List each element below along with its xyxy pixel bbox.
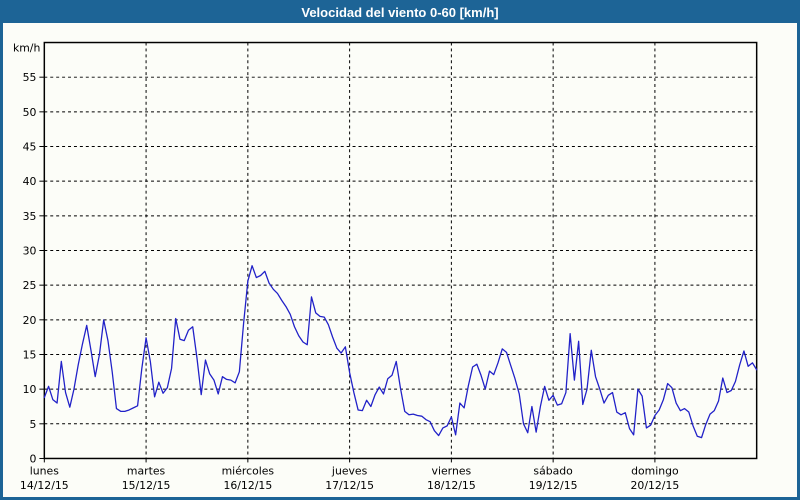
svg-text:20: 20	[23, 314, 37, 327]
svg-text:30: 30	[23, 244, 37, 257]
grid-lines	[44, 42, 757, 459]
axis-ticks	[39, 76, 656, 463]
day-date-label: 18/12/15	[427, 479, 476, 492]
y-axis-unit-label: km/h	[13, 41, 40, 54]
svg-text:55: 55	[23, 71, 37, 84]
day-name-label: viernes	[432, 464, 472, 477]
day-name-label: lunes	[30, 464, 59, 477]
day-date-label: 15/12/15	[122, 479, 171, 492]
svg-text:0: 0	[29, 452, 36, 465]
x-axis-labels: lunes 14/12/15 martes 15/12/15 miércoles 16/1…	[20, 464, 679, 492]
wind-speed-chart: 0 5 10 15 20 25 30 35 40 45 50 55 km/h lunes 14/12/15 m…	[13, 41, 758, 492]
day-date-label: 16/12/15	[223, 479, 272, 492]
day-date-label: 20/12/15	[631, 479, 680, 492]
day-name-label: domingo	[631, 464, 679, 477]
svg-text:10: 10	[23, 383, 37, 396]
svg-text:50: 50	[23, 106, 37, 119]
day-date-label: 19/12/15	[529, 479, 578, 492]
day-date-label: 17/12/15	[325, 479, 374, 492]
wind-speed-line	[43, 265, 758, 439]
svg-text:40: 40	[23, 175, 37, 188]
chart-title-bar: Velocidad del viento 0-60 [km/h]	[3, 3, 797, 23]
svg-text:35: 35	[23, 210, 37, 223]
day-date-label: 14/12/15	[20, 479, 69, 492]
plot-border	[43, 41, 758, 460]
day-name-label: jueves	[331, 464, 368, 477]
day-name-label: miércoles	[222, 464, 275, 477]
svg-text:15: 15	[23, 348, 37, 361]
y-axis-labels: 0 5 10 15 20 25 30 35 40 45 50 55	[23, 71, 37, 465]
chart-title: Velocidad del viento 0-60 [km/h]	[301, 5, 499, 20]
svg-text:25: 25	[23, 279, 37, 292]
day-name-label: martes	[127, 464, 166, 477]
day-name-label: sábado	[533, 464, 573, 477]
svg-text:45: 45	[23, 140, 37, 153]
svg-text:5: 5	[29, 418, 36, 431]
